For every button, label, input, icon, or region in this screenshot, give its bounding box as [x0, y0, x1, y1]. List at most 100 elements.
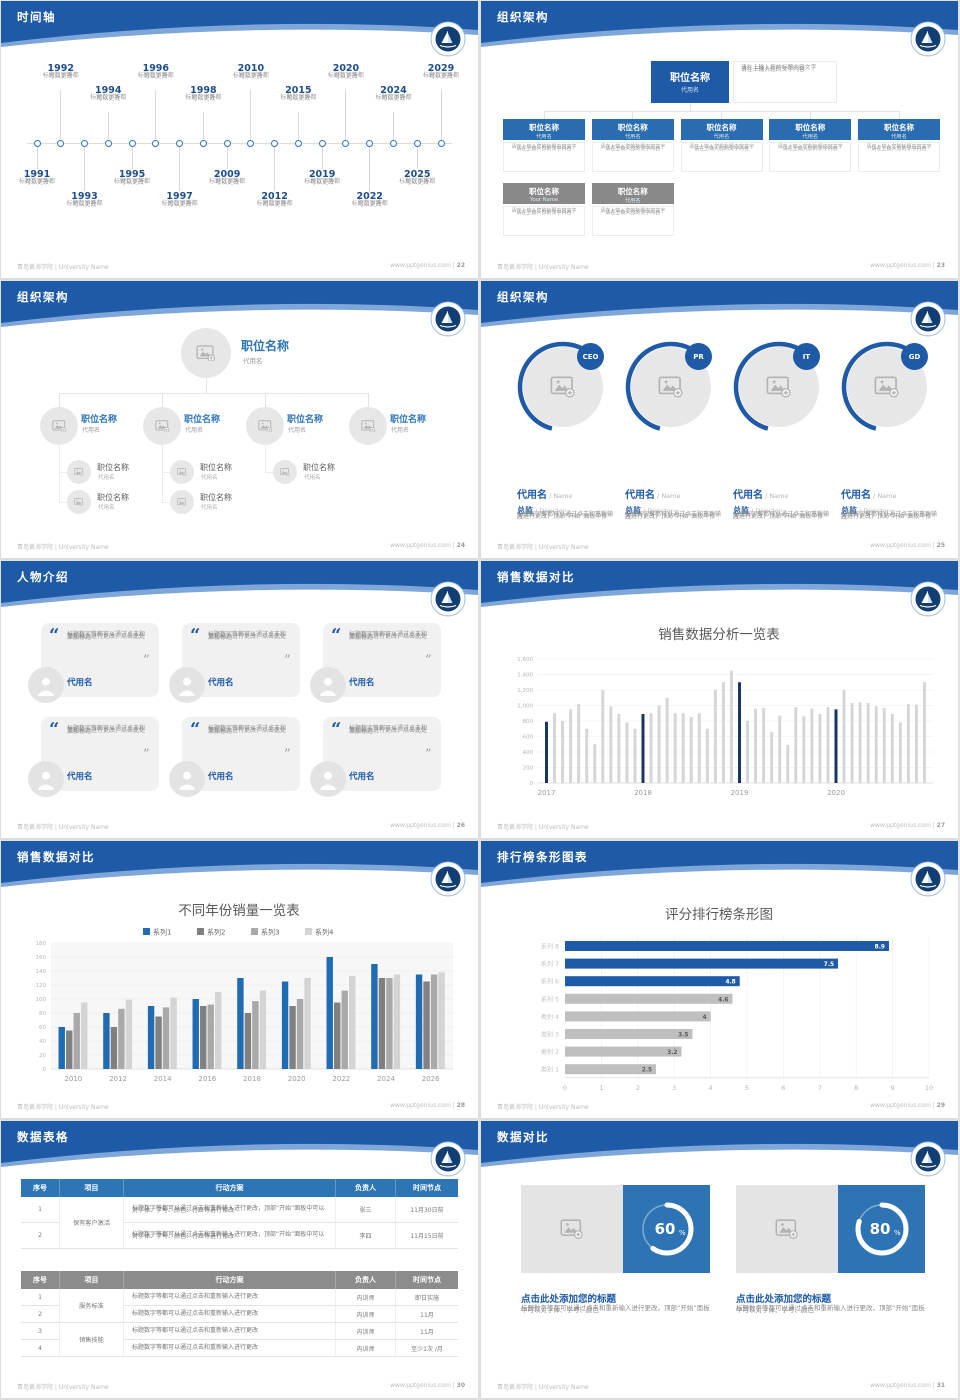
- slide-24-org-tree[interactable]: 组织架构 青岛黄海学院 | University Name www.pptgeniu…: [1, 281, 478, 558]
- slide-31-donuts[interactable]: 数据对比 青岛黄海学院 | University Name www.pptgeniu…: [481, 1121, 958, 1398]
- profile-badge: GD: [901, 343, 928, 370]
- avatar: [349, 407, 387, 445]
- page-number: 22: [456, 262, 465, 269]
- timeline-node-dot: [128, 139, 136, 147]
- slide-footer: 青岛黄海学院 | University Name www.pptgenius.co…: [497, 1102, 945, 1111]
- svg-text:20: 20: [39, 1053, 46, 1059]
- timeline-node-dot: [199, 139, 207, 147]
- header-wave: [1, 841, 478, 887]
- svg-text:2017: 2017: [538, 789, 556, 797]
- connector-line: [809, 111, 811, 119]
- profile-name: 代用名: [625, 490, 655, 501]
- slide-28-chart-grouped[interactable]: 销售数据对比 青岛黄海学院 | University Name www.pptgen…: [1, 841, 478, 1118]
- profile-role: 总监: [625, 506, 641, 515]
- bar: [713, 690, 717, 783]
- slide-25-profiles[interactable]: 组织架构 青岛黄海学院 | University Name www.pptgeniu…: [481, 281, 958, 558]
- profile-role-en: / Director: [641, 507, 674, 515]
- data-compare-card: 80%: [736, 1185, 925, 1273]
- bar: [882, 707, 886, 783]
- slide-30-tables[interactable]: 数据表格 青岛黄海学院 | University Name www.pptgeniu…: [1, 1121, 478, 1398]
- bar: [393, 974, 401, 1069]
- quote-text: 标题数字等都可以通过点击和重新输入进行更改，点击此处添加标题: [349, 631, 428, 641]
- timeline-year: 2020: [332, 63, 360, 74]
- slide-22-timeline[interactable]: 时间轴 青岛黄海学院 | University Name www.pptgenius…: [1, 1, 478, 278]
- footer-separator: |: [450, 822, 457, 829]
- timeline-year: 2024: [380, 85, 407, 96]
- footer-school: 青岛黄海学院 | University Name: [17, 1384, 109, 1391]
- connector-line: [265, 471, 274, 473]
- bar: [118, 1008, 125, 1069]
- table-cell: 标题数字等都可以通过点击和重新输入进行更改: [123, 1289, 335, 1306]
- slide-26-quotes[interactable]: 人物介绍 青岛黄海学院 | University Name www.pptgeniu…: [1, 561, 478, 838]
- slide-29-chart-hbars[interactable]: 排行榜条形图表 青岛黄海学院 | University Name www.pptge…: [481, 841, 958, 1118]
- image-placeholder-icon: [280, 468, 290, 477]
- profile-badge: IT: [793, 343, 820, 370]
- org-child-sub: 代用名: [185, 427, 204, 434]
- svg-text:1,000: 1,000: [517, 704, 533, 710]
- legend-swatch: [143, 928, 150, 935]
- bar: [289, 1006, 296, 1069]
- connector-line: [898, 111, 900, 119]
- svg-text:160: 160: [36, 955, 47, 961]
- svg-text:7: 7: [818, 1084, 822, 1092]
- value-label: 3.5: [678, 1033, 688, 1039]
- org-child-note: 请在上输入您的标题内容文字 请在上输入您的文字内容: [680, 142, 763, 172]
- header-wave: [1, 1, 478, 47]
- profile-ring-arc: [733, 341, 825, 433]
- slide-content: 1991 标题数字等都可以更改 1992 标题数字等都可以更改 1993 标题数字等都可以…: [1, 1, 478, 278]
- category-label: 类别 4: [541, 1013, 559, 1021]
- connector-line: [155, 90, 157, 143]
- bar: [341, 990, 348, 1069]
- footer-separator: |: [930, 1102, 937, 1109]
- profile-name: 代用名: [733, 490, 763, 501]
- bar: [430, 974, 438, 1069]
- timeline-year: 1995: [118, 169, 146, 180]
- person-icon: [320, 677, 336, 696]
- legend-label: 系列2: [207, 928, 225, 937]
- timeline-node-dot: [413, 139, 421, 147]
- connector-line: [107, 112, 109, 143]
- org-child-box: 职位名称 代用名: [769, 119, 852, 140]
- footer-site-url: www.pptgenius.com: [390, 542, 451, 549]
- bar: [281, 981, 289, 1069]
- org-sub-title: 职位名称: [303, 463, 335, 472]
- timeline-desc: 标题数字等都可以更改: [42, 72, 79, 81]
- bar: [850, 703, 854, 783]
- profile-role-row: 总监 / Director: [625, 498, 721, 517]
- svg-text:2022: 2022: [332, 1075, 350, 1083]
- footer-site: www.pptgenius.com | 28: [390, 1102, 465, 1111]
- svg-text:60: 60: [39, 1025, 46, 1031]
- slide-23-org-boxes[interactable]: 组织架构 青岛黄海学院 | University Name www.pptgeniu…: [481, 1, 958, 278]
- timeline-desc: 标题数字等都可以更改: [66, 200, 103, 209]
- connector-line: [59, 393, 369, 394]
- timeline-node-dot: [389, 139, 397, 147]
- page-number: 30: [456, 1382, 465, 1389]
- table-cell: 内训师: [335, 1323, 395, 1340]
- logo-emblem-icon: [430, 861, 466, 897]
- svg-text:200: 200: [523, 766, 534, 772]
- profile-name-en: / Name: [547, 492, 573, 500]
- slide-title: 组织架构: [497, 290, 549, 304]
- org-box-sub: 代用名: [624, 197, 641, 204]
- svg-text:1: 1: [599, 1084, 603, 1092]
- timeline-year: 1996: [142, 63, 170, 74]
- timeline-node-dot: [104, 139, 112, 147]
- connector-line: [264, 393, 266, 408]
- quote-text: 标题数字等都可以通过点击和重新输入进行更改，点击此处添加标题: [208, 725, 287, 735]
- svg-text:2016: 2016: [198, 1075, 216, 1083]
- connector-line: [226, 147, 228, 169]
- slide-content: 销售数据分析一览表 0 200 400 600 800 1,000 1,200 1,400 1,6…: [481, 561, 958, 838]
- svg-text:6: 6: [781, 1084, 785, 1092]
- profile-card: CEO 代用名 / Name 总监 / Director 标题数字等都可以通过点击和重…: [517, 337, 613, 529]
- bar: [569, 709, 573, 783]
- quote-name: 代用名: [67, 678, 93, 688]
- bar: [349, 975, 356, 1069]
- value-label: 4.6: [718, 997, 728, 1003]
- image-placeholder-icon: [51, 420, 66, 433]
- org-child-note: 请在上输入您的标题内容文字 请在上输入您的文字内容: [769, 142, 852, 172]
- table-cell: 1: [21, 1289, 59, 1306]
- slide-content: 职位名称 代用名 职位名称 代用名 职位名称 代用名 职位名称 代用名 职位名称 代用名 职位名称代…: [1, 281, 478, 558]
- quote-close-icon: ”: [143, 747, 150, 762]
- logo-emblem-icon: [910, 1141, 946, 1177]
- slide-27-chart-columns[interactable]: 销售数据对比 青岛黄海学院 | University Name www.pptgen…: [481, 561, 958, 838]
